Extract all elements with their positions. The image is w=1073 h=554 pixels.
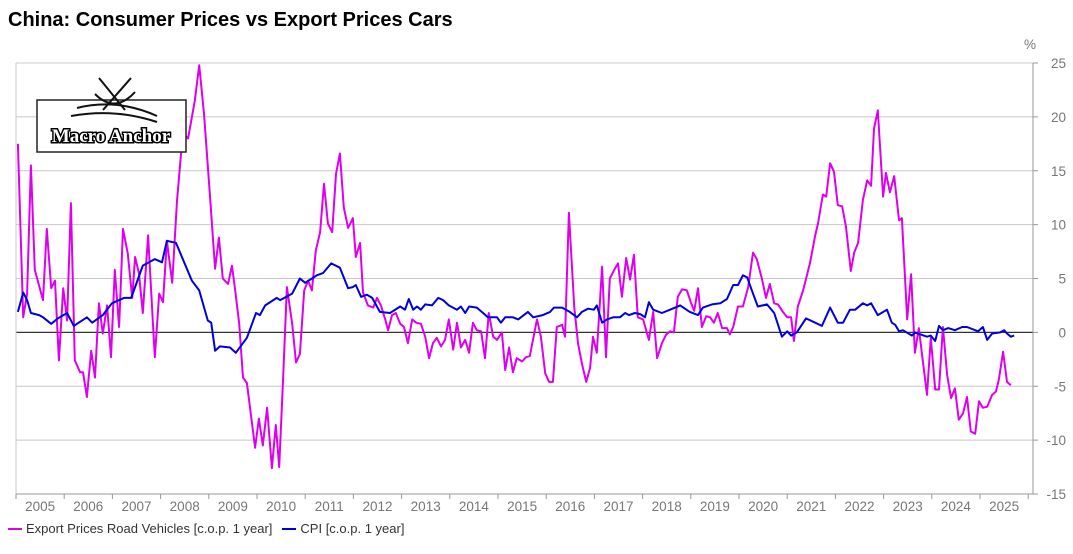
y-unit-label: % [1024,37,1036,52]
x-tick-label: 2018 [652,499,682,514]
x-tick-label: 2013 [411,499,441,514]
x-tick-label: 2016 [555,499,585,514]
chart-title: China: Consumer Prices vs Export Prices … [8,9,453,31]
y-tick-label: -5 [1054,379,1066,394]
anchor-icon [70,77,158,123]
legend: Export Prices Road Vehicles [c.o.p. 1 ye… [8,521,404,536]
y-tick-label: 5 [1058,272,1066,287]
y-tick-label: 20 [1051,110,1066,125]
x-tick-label: 2025 [989,499,1019,514]
series-line-cpi [16,239,1015,354]
y-tick-label: 0 [1058,325,1066,340]
legend-item-cpi: CPI [c.o.p. 1 year] [282,521,404,536]
x-tick-label: 2019 [700,499,730,514]
x-tick-label: 2005 [25,499,55,514]
series-line-export-prices [16,64,1012,470]
x-tick-label: 2021 [796,499,826,514]
legend-swatch [282,527,297,530]
x-tick-label: 2020 [748,499,778,514]
x-tick-label: 2022 [844,499,874,514]
x-tick-label: 2011 [315,499,344,514]
y-tick-label: 25 [1051,56,1066,71]
series-group [16,64,1015,470]
x-tick-label: 2024 [941,499,972,514]
macro-anchor-logo: Macro Anchor [36,77,187,153]
legend-item-export-prices: Export Prices Road Vehicles [c.o.p. 1 ye… [8,521,272,536]
x-tick-label: 2006 [73,499,103,514]
y-tick-label: 15 [1051,164,1066,179]
y-tick-label: -15 [1046,487,1066,502]
y-tick-label: -10 [1046,433,1066,448]
y-tick-label: 10 [1051,218,1066,233]
svg-text:Macro Anchor: Macro Anchor [52,126,171,147]
x-tick-label: 2014 [459,499,490,514]
legend-swatch [8,527,22,530]
x-tick-label: 2007 [121,499,151,514]
x-tick-label: 2015 [507,499,537,514]
x-tick-label: 2009 [218,499,248,514]
legend-label: CPI [c.o.p. 1 year] [300,521,405,536]
x-tick-label: 2010 [266,499,296,514]
x-tick-label: 2008 [170,499,200,514]
x-tick-label: 2012 [362,499,392,514]
legend-label: Export Prices Road Vehicles [c.o.p. 1 ye… [26,521,273,536]
x-tick-label: 2023 [893,499,923,514]
x-tick-label: 2017 [603,499,633,514]
